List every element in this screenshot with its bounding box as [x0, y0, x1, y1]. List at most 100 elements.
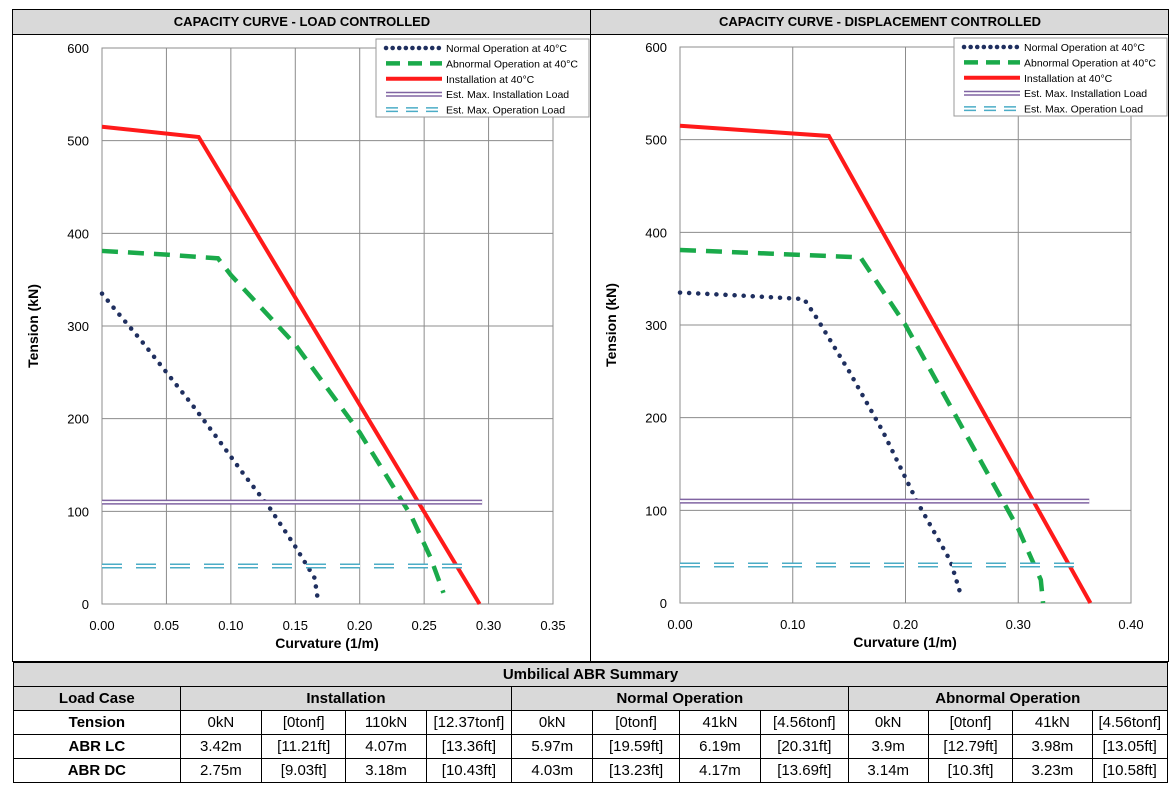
table-cell: [12.79ft]	[927, 734, 1014, 759]
series-normal-operation-at-40-c	[677, 290, 965, 601]
x-axis-label: Curvature (1/m)	[853, 634, 956, 650]
header-normal-operation: Normal Operation	[511, 686, 849, 711]
x-tick-label: 0.10	[780, 617, 805, 632]
table-cell: 3.18m	[345, 758, 427, 783]
y-tick-label: 600	[67, 41, 89, 56]
legend-entry: Installation at 40°C	[446, 74, 535, 86]
legend: Normal Operation at 40°C Abnormal Operati…	[375, 38, 590, 118]
table-cell: [19.59ft]	[592, 734, 680, 759]
table-cell: [10.3ft]	[927, 758, 1014, 783]
y-tick-label: 300	[67, 319, 89, 334]
y-axis-label: Tension (kN)	[25, 284, 41, 368]
table-cell: [0tonf]	[927, 710, 1014, 735]
table-cell: 3.42m	[179, 734, 263, 759]
x-tick-label: 0.35	[540, 618, 565, 633]
y-tick-label: 200	[67, 412, 89, 427]
row-label: ABR LC	[13, 734, 181, 759]
legend-entry: Est. Max. Installation Load	[446, 89, 569, 101]
table-cell: 4.17m	[678, 758, 762, 783]
table-cell: 41kN	[678, 710, 762, 735]
legend-entry: Normal Operation at 40°C	[446, 43, 567, 55]
chart-title: CAPACITY CURVE - LOAD CONTROLLED	[174, 14, 430, 29]
table-cell: 2.75m	[179, 758, 263, 783]
row-label: ABR DC	[13, 758, 181, 783]
table-cell: 41kN	[1012, 710, 1093, 735]
table-cell: [9.03ft]	[261, 758, 347, 783]
capacity-curves-figure: CAPACITY CURVE - LOAD CONTROLLED 0.00 0.05…	[12, 9, 1169, 662]
table-cell: 0kN	[511, 710, 594, 735]
legend-entry: Est. Max. Operation Load	[1024, 104, 1143, 116]
table-cell: [11.21ft]	[261, 734, 347, 759]
series-installation-at-40-c	[679, 123, 1093, 604]
x-tick-label: 0.05	[154, 618, 179, 633]
y-tick-label: 100	[67, 504, 89, 519]
y-tick-label: 100	[645, 503, 667, 518]
summary-title: Umbilical ABR Summary	[13, 662, 1168, 687]
series-normal-operation-at-40-c	[99, 291, 321, 607]
table-cell: [13.36ft]	[425, 734, 513, 759]
table-cell: [0tonf]	[261, 710, 347, 735]
table-cell: [0tonf]	[592, 710, 680, 735]
table-cell: [10.43ft]	[425, 758, 513, 783]
table-cell: 5.97m	[511, 734, 594, 759]
series-installation-at-40-c	[101, 124, 482, 606]
x-tick-label: 0.15	[283, 618, 308, 633]
x-tick-label: 0.20	[347, 618, 372, 633]
table-cell: 6.19m	[678, 734, 762, 759]
header-load-case: Load Case	[13, 686, 181, 711]
table-cell: [4.56tonf]	[1091, 710, 1168, 735]
x-axis-label: Curvature (1/m)	[275, 635, 378, 651]
table-row: ABR DC 2.75m [9.03ft] 3.18m [10.43ft] 4.03m [1…	[13, 758, 1168, 783]
y-tick-label: 0	[660, 596, 667, 611]
table-cell: 110kN	[345, 710, 427, 735]
x-tick-label: 0.25	[411, 618, 436, 633]
x-tick-label: 0.30	[1006, 617, 1031, 632]
row-label: Tension	[13, 710, 181, 735]
header-installation: Installation	[179, 686, 513, 711]
legend-entry: Normal Operation at 40°C	[1024, 42, 1145, 54]
header-abnormal-operation: Abnormal Operation	[847, 686, 1169, 711]
y-axis-label: Tension (kN)	[603, 283, 619, 367]
x-tick-label: 0.10	[218, 618, 243, 633]
table-cell: 3.23m	[1012, 758, 1093, 783]
x-tick-label: 0.00	[89, 618, 114, 633]
legend-entry: Est. Max. Installation Load	[1024, 88, 1147, 100]
y-tick-label: 400	[67, 226, 89, 241]
legend-entry: Abnormal Operation at 40°C	[1024, 57, 1156, 69]
table-cell: [13.05ft]	[1091, 734, 1168, 759]
table-cell: 4.03m	[511, 758, 594, 783]
legend: Normal Operation at 40°C Abnormal Operati…	[953, 37, 1168, 117]
y-tick-label: 400	[645, 225, 667, 240]
table-cell: [20.31ft]	[760, 734, 849, 759]
table-cell: [10.58ft]	[1091, 758, 1168, 783]
table-cell: 0kN	[179, 710, 263, 735]
plot-area	[679, 46, 1132, 604]
table-cell: [13.23ft]	[592, 758, 680, 783]
table-cell: 0kN	[847, 710, 929, 735]
table-cell: 3.98m	[1012, 734, 1093, 759]
y-tick-label: 500	[67, 134, 89, 149]
table-cell: 4.07m	[345, 734, 427, 759]
table-cell: 3.9m	[847, 734, 929, 759]
table-cell: [13.69ft]	[760, 758, 849, 783]
table-cell: 3.14m	[847, 758, 929, 783]
table-cell: [4.56tonf]	[760, 710, 849, 735]
legend-entry: Abnormal Operation at 40°C	[446, 58, 578, 70]
x-tick-label: 0.00	[667, 617, 692, 632]
series-abnormal-operation-at-40-c	[679, 247, 1046, 604]
y-tick-label: 300	[645, 318, 667, 333]
x-tick-label: 0.30	[476, 618, 501, 633]
y-tick-label: 600	[645, 40, 667, 55]
chart-title: CAPACITY CURVE - DISPLACEMENT CONTROLLED	[719, 14, 1041, 29]
y-tick-label: 0	[82, 597, 89, 612]
y-tick-label: 500	[645, 133, 667, 148]
x-tick-label: 0.20	[893, 617, 918, 632]
table-row: Tension 0kN [0tonf] 110kN [12.37tonf] 0kN [0to…	[13, 710, 1168, 735]
table-row: ABR LC 3.42m [11.21ft] 4.07m [13.36ft] 5.97m[…	[13, 734, 1168, 759]
x-tick-label: 0.40	[1118, 617, 1143, 632]
plot-area	[101, 47, 554, 605]
series-abnormal-operation-at-40-c	[101, 248, 446, 594]
legend-entry: Est. Max. Operation Load	[446, 105, 565, 117]
table-cell: [12.37tonf]	[425, 710, 513, 735]
